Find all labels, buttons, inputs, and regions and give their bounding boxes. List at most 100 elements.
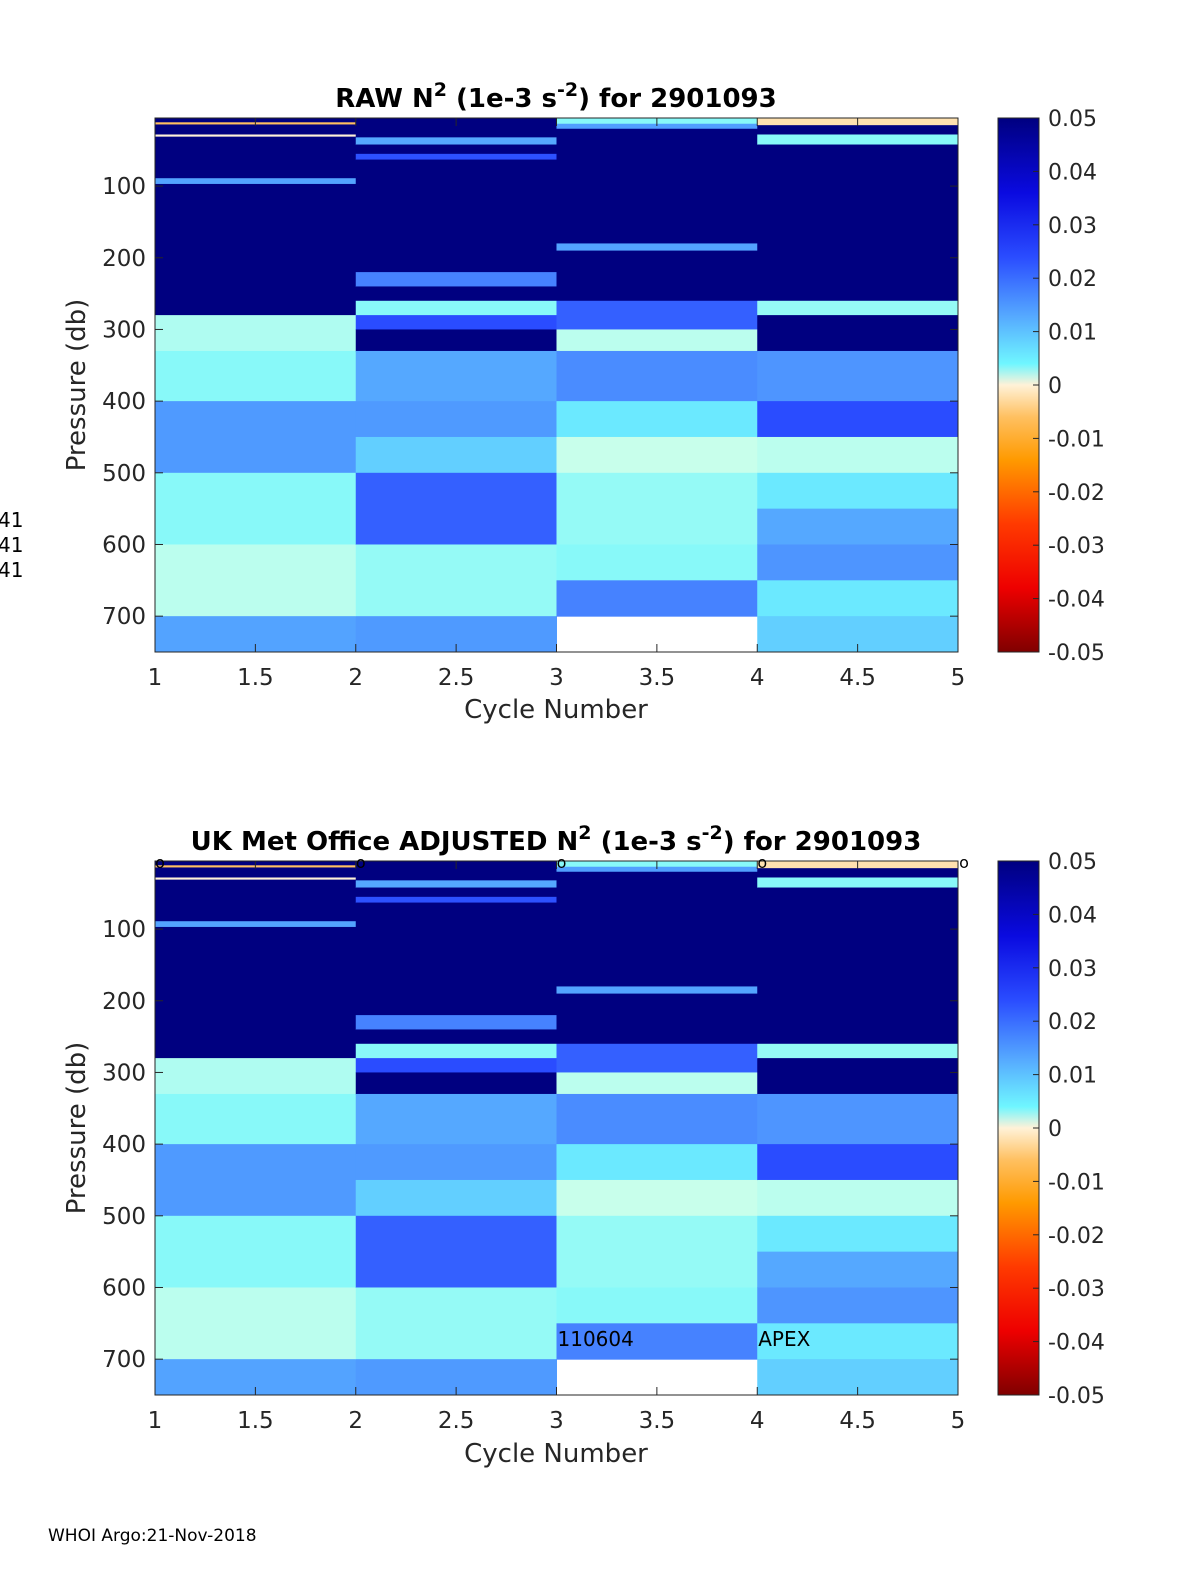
- y-tick-label: 200: [102, 246, 146, 272]
- heatmap-cell: [757, 580, 959, 617]
- heatmap-cell: [556, 1043, 758, 1073]
- heatmap-cell: [355, 861, 557, 881]
- raw-panel: RAW N2 (1e-3 s-2) for 2901093 1 1.5 2 2.5 3 3…: [62, 79, 1105, 725]
- cycle-circle-marker: o: [757, 853, 767, 872]
- left-margin-label: 41: [0, 558, 23, 582]
- heatmap-cell: [155, 183, 357, 316]
- heatmap-cell: [556, 1215, 758, 1288]
- heatmap-cell: [355, 1015, 557, 1030]
- heatmap-cell: [757, 144, 959, 302]
- x-tick-label: 2.5: [438, 665, 475, 691]
- y-tick-label: 400: [102, 1132, 146, 1158]
- heatmap-cell: [757, 401, 959, 438]
- heatmap-cell: [155, 877, 357, 881]
- heatmap-cell: [355, 329, 557, 352]
- colorbar-tick-label: 0.04: [1048, 160, 1097, 185]
- raw-title-mid: (1e-3 s: [447, 84, 557, 114]
- cycle-circle-marker: o: [557, 853, 567, 872]
- adjusted-colorbar-ticks: 0.05 0.04 0.03 0.02 0.01 0 -0.01 -0.02 -0.03 -0.0…: [1033, 850, 1105, 1409]
- y-tick-label: 100: [102, 917, 146, 943]
- heatmap-cell: [757, 508, 959, 545]
- heatmap-cell: [155, 867, 357, 878]
- heatmap-cell: [556, 250, 758, 302]
- heatmap-cell: [355, 1058, 557, 1073]
- colorbar-tick-label: 0.04: [1048, 903, 1097, 928]
- heatmap-cell: [355, 1144, 557, 1181]
- colorbar-tick-label: 0.01: [1048, 1064, 1097, 1089]
- raw-heatmap-cells: [155, 118, 959, 653]
- x-tick-label: 1.5: [237, 665, 274, 691]
- heatmap-cell: [155, 124, 357, 135]
- adjusted-title-end: ) for 2901093: [723, 827, 922, 857]
- cycle-circle-marker: o: [959, 853, 969, 872]
- heatmap-cell: [355, 1043, 557, 1059]
- raw-title-main: RAW N: [335, 84, 433, 114]
- x-tick-label: 4: [750, 665, 765, 691]
- x-tick-label: 3.5: [639, 665, 676, 691]
- adjusted-title-mid: (1e-3 s: [592, 827, 702, 857]
- heatmap-cell: [556, 866, 758, 873]
- heatmap-cell: [355, 1287, 557, 1360]
- adjusted-heatmap-cells: [155, 861, 959, 1396]
- y-tick-label: 300: [102, 1060, 146, 1086]
- heatmap-cell: [556, 580, 758, 617]
- x-tick-label: 4.5: [839, 665, 876, 691]
- heatmap-cell: [155, 315, 357, 352]
- heatmap-cell: [155, 1058, 357, 1095]
- adjusted-colorbar: [997, 860, 1040, 1396]
- heatmap-cell: [155, 926, 357, 1059]
- x-tick-label: 1.5: [237, 1408, 274, 1434]
- adjusted-y-label: Pressure (db): [62, 1042, 92, 1215]
- heatmap-cell: [355, 436, 557, 474]
- heatmap-cell: [355, 137, 557, 146]
- y-tick-label: 600: [102, 1275, 146, 1301]
- x-tick-label: 1: [148, 1408, 163, 1434]
- raw-title-end: ) for 2901093: [578, 84, 777, 114]
- footer-credit: WHOI Argo:21-Nov-2018: [48, 1526, 257, 1546]
- cycle-circle-marker: o: [356, 853, 366, 872]
- y-tick-label: 500: [102, 1204, 146, 1230]
- y-tick-label: 200: [102, 989, 146, 1015]
- heatmap-cell: [556, 1179, 758, 1217]
- heatmap-cell: [757, 125, 959, 135]
- heatmap-cell: [556, 1323, 758, 1360]
- heatmap-cell: [155, 401, 357, 474]
- heatmap-cell: [556, 300, 758, 330]
- raw-x-label: Cycle Number: [464, 695, 648, 725]
- colorbar-tick-label: 0: [1048, 374, 1062, 399]
- y-tick-label: 500: [102, 461, 146, 487]
- colorbar-tick-label: 0.02: [1048, 1010, 1097, 1035]
- heatmap-cell: [355, 1179, 557, 1217]
- heatmap-cell: [556, 1072, 758, 1095]
- heatmap-cell: [155, 136, 357, 179]
- heatmap-cell: [355, 350, 557, 402]
- raw-x-ticks: 1 1.5 2 2.5 3 3.5 4 4.5 5: [148, 118, 965, 691]
- heatmap-cell: [155, 544, 357, 617]
- heatmap-cell: [757, 868, 959, 878]
- heatmap-cell: [757, 887, 959, 1045]
- heatmap-cell: [757, 1043, 959, 1059]
- heatmap-cell: [757, 1215, 959, 1253]
- heatmap-cell: [556, 243, 758, 252]
- heatmap-cell: [355, 544, 557, 617]
- colorbar-tick-label: -0.05: [1048, 1384, 1105, 1409]
- adjusted-y-ticks: 100 200 300 400 500 600 700: [102, 917, 958, 1373]
- heatmap-cell: [556, 472, 758, 545]
- heatmap-cell: [757, 436, 959, 474]
- raw-title-sup1: 2: [434, 79, 447, 101]
- raw-y-ticks: 100 200 300 400 500 600 700: [102, 174, 958, 630]
- adjusted-title-sup2: -2: [702, 822, 723, 844]
- heatmap-cell: [757, 300, 959, 316]
- heatmap-cell: [355, 159, 557, 273]
- y-tick-label: 600: [102, 532, 146, 558]
- colorbar-tick-label: 0.05: [1048, 850, 1097, 875]
- heatmap-cell: [556, 1287, 758, 1324]
- heatmap-cell: [155, 879, 357, 922]
- left-margin-label: 41: [0, 533, 23, 557]
- heatmap-cell: [355, 1029, 557, 1045]
- left-margin-labels: 41 41 41: [0, 508, 23, 582]
- colorbar-tick-label: -0.01: [1048, 427, 1105, 452]
- heatmap-cell: [757, 1323, 959, 1360]
- x-tick-label: 4.5: [839, 1408, 876, 1434]
- heatmap-cell: [355, 1215, 557, 1288]
